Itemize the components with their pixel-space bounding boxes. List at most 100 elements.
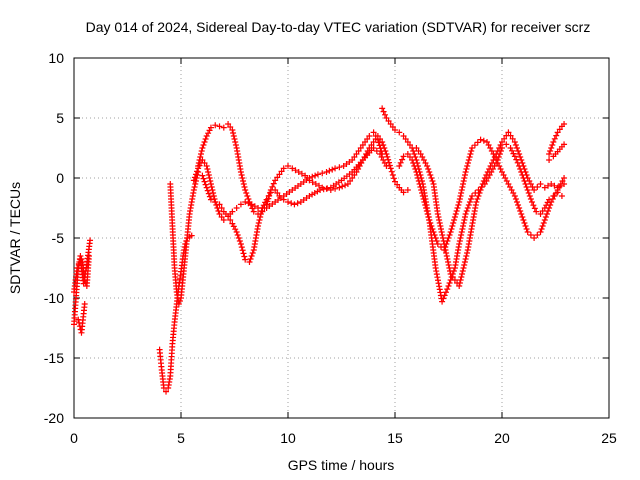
x-tick-label: 10 <box>280 430 296 446</box>
data-point-marker <box>220 217 227 223</box>
data-point-marker <box>229 208 236 215</box>
data-point-marker <box>427 172 434 178</box>
data-point-marker <box>540 220 547 226</box>
data-point-marker <box>503 141 510 148</box>
data-point-marker <box>200 142 207 148</box>
data-point-marker <box>327 187 334 193</box>
data-point-marker <box>372 133 379 139</box>
data-point-marker <box>461 214 468 220</box>
data-point-marker <box>397 159 404 166</box>
data-point-marker <box>515 202 522 208</box>
data-point-marker <box>385 156 392 163</box>
data-point-marker <box>460 220 467 226</box>
data-point-marker <box>206 175 213 181</box>
data-point-marker <box>461 262 468 268</box>
data-point-marker <box>202 181 209 188</box>
data-point-marker <box>434 241 441 247</box>
data-point-marker <box>508 147 515 154</box>
data-point-marker <box>332 185 339 192</box>
data-point-marker <box>426 169 433 175</box>
data-point-marker <box>366 133 373 139</box>
y-tick-label: -5 <box>52 230 65 246</box>
data-point-marker <box>460 178 467 184</box>
series-sat-d <box>156 232 195 395</box>
data-point-marker <box>240 178 247 184</box>
data-point-marker <box>450 220 457 226</box>
data-point-marker <box>163 388 170 395</box>
data-point-marker <box>247 256 254 262</box>
data-point-marker <box>547 202 554 208</box>
data-point-marker <box>558 193 565 199</box>
data-point-marker <box>242 199 249 205</box>
data-point-marker <box>477 136 484 143</box>
data-point-marker <box>255 223 262 229</box>
data-point-marker <box>415 175 422 181</box>
data-point-marker <box>464 250 471 256</box>
data-point-marker <box>233 205 240 211</box>
data-point-marker <box>379 151 386 157</box>
data-point-marker <box>409 157 416 163</box>
data-point-marker <box>410 160 417 166</box>
data-point-marker <box>429 226 436 232</box>
data-point-marker <box>441 241 448 247</box>
data-point-marker <box>534 232 541 238</box>
data-point-marker <box>464 163 471 169</box>
data-point-marker <box>423 208 430 214</box>
data-point-marker <box>420 196 427 202</box>
data-point-marker <box>267 189 274 196</box>
data-point-marker <box>379 105 386 112</box>
data-point-marker <box>267 187 274 193</box>
data-point-marker <box>210 193 217 199</box>
data-point-marker <box>459 268 466 274</box>
data-point-marker <box>457 235 464 241</box>
data-point-marker <box>231 136 238 142</box>
data-point-marker <box>435 214 442 220</box>
data-point-marker <box>513 199 520 205</box>
data-point-marker <box>445 259 452 265</box>
series-sat-h <box>379 105 565 305</box>
data-point-marker <box>519 160 526 166</box>
data-point-marker <box>518 211 525 217</box>
data-point-marker <box>220 124 227 131</box>
data-point-marker <box>399 156 406 163</box>
data-point-marker <box>264 198 271 205</box>
data-point-marker <box>242 187 249 193</box>
data-point-marker <box>191 184 198 190</box>
data-point-marker <box>232 226 239 233</box>
data-point-marker <box>227 217 234 223</box>
data-point-marker <box>392 127 398 133</box>
data-point-marker <box>460 223 467 229</box>
data-point-marker <box>422 202 429 208</box>
data-point-marker <box>518 157 525 163</box>
data-point-marker <box>445 283 452 289</box>
data-point-marker <box>477 187 484 193</box>
data-point-marker <box>421 199 428 205</box>
data-point-marker <box>400 189 407 196</box>
data-point-marker <box>175 301 182 307</box>
data-point-marker <box>561 175 568 181</box>
data-point-marker <box>456 196 463 202</box>
data-point-marker <box>426 217 433 223</box>
data-point-marker <box>249 250 256 256</box>
data-point-marker <box>248 253 255 259</box>
data-point-marker <box>412 154 419 160</box>
y-tick-label: 10 <box>48 50 64 66</box>
data-point-marker <box>480 137 487 144</box>
x-tick-label: 0 <box>70 430 78 446</box>
data-point-marker <box>314 171 321 178</box>
data-point-marker <box>449 223 456 229</box>
data-point-marker <box>533 208 540 215</box>
data-point-marker <box>384 153 391 160</box>
y-tick-label: 0 <box>56 170 64 186</box>
data-point-marker <box>456 280 463 286</box>
data-point-marker <box>520 217 527 223</box>
data-point-marker <box>404 187 411 193</box>
data-point-marker <box>541 217 548 223</box>
data-point-marker <box>445 262 452 268</box>
data-point-marker <box>400 153 407 160</box>
data-point-marker <box>480 178 487 184</box>
data-point-marker <box>497 166 504 172</box>
data-point-marker <box>467 151 474 157</box>
data-point-marker <box>382 111 389 118</box>
data-points <box>71 105 568 395</box>
